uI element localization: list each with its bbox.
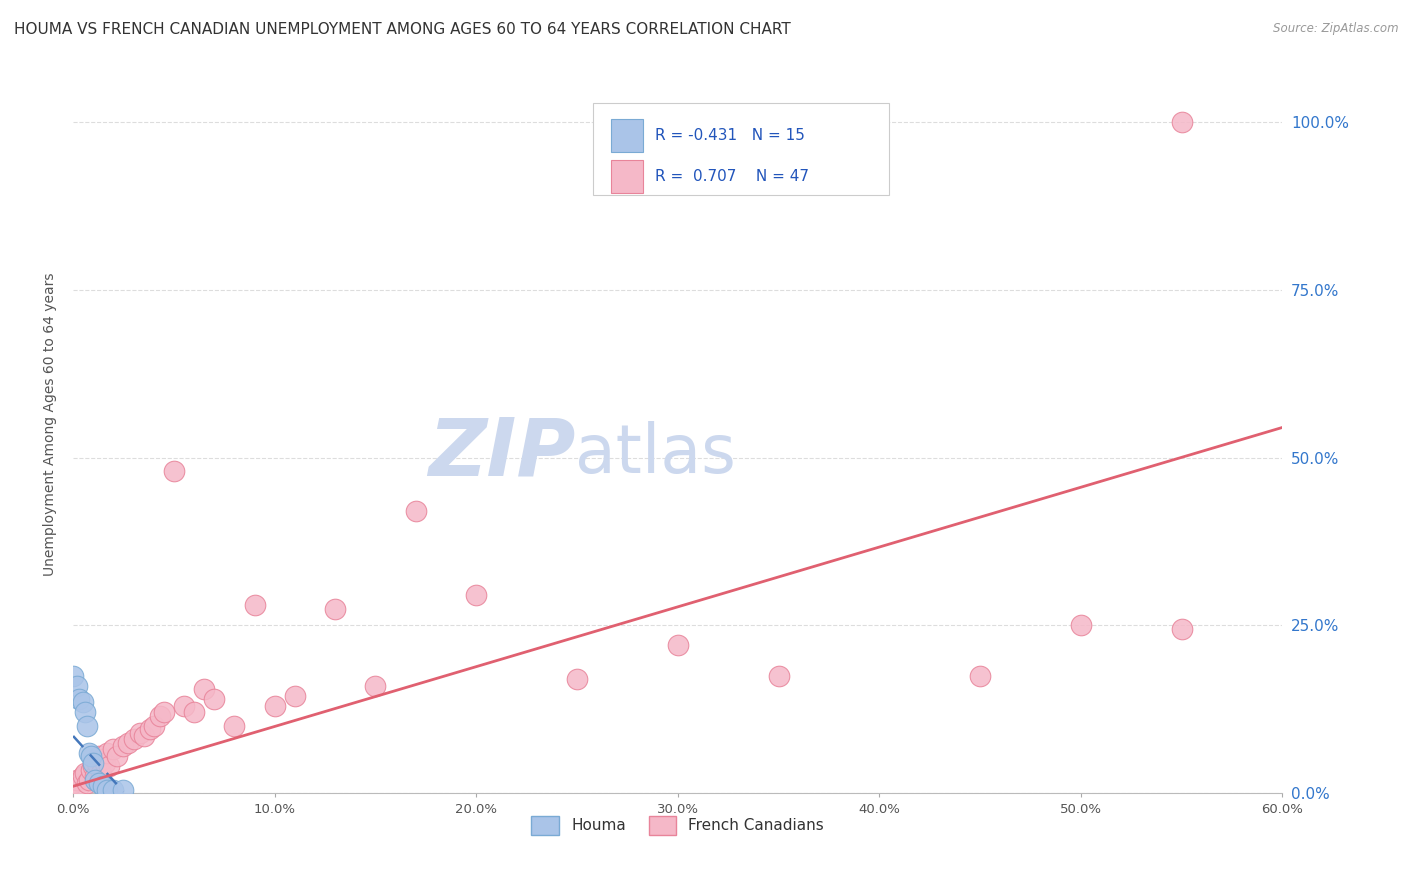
Point [82, 756, 104, 770]
Point [152, 706, 174, 720]
Point [193, 681, 215, 696]
Text: R =  0.707    N = 47: R = 0.707 N = 47 [655, 169, 808, 184]
Point [666, 639, 689, 653]
Point [86, 756, 108, 770]
Point [98, 759, 121, 773]
Point [243, 598, 266, 612]
Y-axis label: Unemployment Among Ages 60 to 64 years: Unemployment Among Ages 60 to 64 years [44, 272, 58, 576]
Point [84, 769, 107, 783]
Point [80, 749, 103, 764]
Text: Source: ZipAtlas.com: Source: ZipAtlas.com [1274, 22, 1399, 36]
Point [72, 695, 94, 709]
Point [149, 709, 172, 723]
Point [67, 779, 90, 793]
Point [163, 464, 186, 478]
Point [103, 782, 125, 797]
Point [1170, 622, 1192, 636]
Point [91, 779, 114, 793]
Point [112, 782, 135, 797]
Point [75, 765, 97, 780]
Point [224, 719, 246, 733]
Point [66, 679, 89, 693]
Point [82, 759, 104, 773]
Point [77, 746, 100, 760]
Point [565, 672, 588, 686]
Point [62, 776, 84, 790]
Point [77, 772, 100, 787]
Point [62, 668, 84, 682]
Point [132, 729, 155, 743]
Point [768, 668, 790, 682]
Point [969, 668, 991, 682]
Point [90, 765, 112, 780]
Point [117, 736, 139, 750]
Point [1070, 618, 1092, 632]
Point [72, 769, 94, 783]
Point [84, 772, 107, 787]
Point [202, 692, 225, 706]
Point [66, 772, 89, 787]
Point [76, 776, 98, 790]
Legend: Houma, French Canadians: Houma, French Canadians [526, 810, 831, 840]
Point [128, 725, 150, 739]
Point [405, 504, 427, 518]
Text: HOUMA VS FRENCH CANADIAN UNEMPLOYMENT AMONG AGES 60 TO 64 YEARS CORRELATION CHAR: HOUMA VS FRENCH CANADIAN UNEMPLOYMENT AM… [14, 22, 790, 37]
Point [103, 742, 125, 756]
Point [284, 689, 307, 703]
Point [173, 698, 195, 713]
Point [89, 776, 111, 790]
FancyBboxPatch shape [612, 161, 643, 193]
Point [94, 756, 117, 770]
FancyBboxPatch shape [612, 120, 643, 152]
Text: R = -0.431   N = 15: R = -0.431 N = 15 [655, 128, 804, 143]
Point [183, 706, 205, 720]
Point [75, 706, 97, 720]
Point [263, 698, 285, 713]
Point [465, 588, 488, 602]
FancyBboxPatch shape [593, 103, 890, 195]
Point [80, 763, 103, 777]
Point [122, 732, 145, 747]
Point [138, 723, 160, 737]
Point [323, 601, 346, 615]
Point [96, 782, 118, 797]
Point [364, 679, 387, 693]
Point [112, 739, 135, 753]
Text: ZIP: ZIP [427, 415, 575, 492]
Point [91, 752, 114, 766]
Point [107, 749, 129, 764]
Point [89, 749, 111, 764]
Point [67, 692, 90, 706]
Point [142, 719, 165, 733]
Text: atlas: atlas [575, 420, 735, 486]
Point [96, 746, 118, 760]
Point [1170, 115, 1192, 129]
Point [76, 719, 98, 733]
